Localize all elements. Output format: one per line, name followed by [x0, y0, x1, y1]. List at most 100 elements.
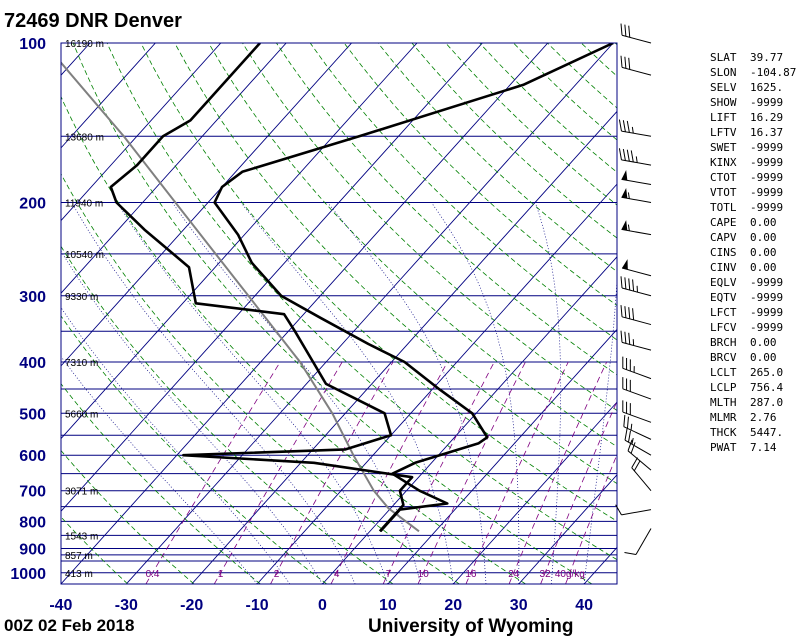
mixing-ratio-label: 0.4	[146, 569, 160, 580]
pressure-tick-label: 700	[19, 484, 46, 501]
index-key: BRCH	[710, 336, 737, 349]
index-row-lfcv: LFCV -9999	[710, 320, 796, 335]
height-label: 16190 m	[65, 39, 104, 50]
index-key: MLMR	[710, 411, 737, 424]
index-value: 5447.	[750, 426, 784, 439]
index-row-pwat: PWAT 7.14	[710, 440, 796, 455]
height-label: 857 m	[65, 551, 93, 562]
index-row-slat: SLAT 39.77	[710, 50, 796, 65]
dry-adiabat-line	[140, 43, 617, 522]
pressure-tick-label: 1000	[10, 566, 46, 583]
pressure-tick-label: 400	[19, 355, 46, 372]
temperature-trace	[213, 43, 614, 533]
index-row-slon: SLON -104.87	[710, 65, 796, 80]
dry-adiabat-line	[106, 43, 617, 561]
index-row-swet: SWET -9999	[710, 140, 796, 155]
wind-barb	[620, 330, 652, 351]
index-key: BRCV	[710, 351, 737, 364]
pressure-tick-label: 100	[19, 36, 46, 53]
isotherm-line	[61, 43, 483, 512]
dry-adiabat-line	[72, 43, 593, 584]
isotherm-line	[256, 183, 617, 584]
dry-adiabat-line	[61, 449, 195, 584]
wind-barb	[624, 428, 652, 456]
index-row-totl: TOTL -9999	[710, 200, 796, 215]
index-key: CAPV	[710, 231, 737, 244]
index-value: 0.00	[750, 261, 777, 274]
index-key: CTOT	[710, 171, 737, 184]
index-key: LFCV	[710, 321, 737, 334]
wind-barb	[622, 377, 652, 400]
index-key: LCLP	[710, 381, 737, 394]
observation-time: 00Z 02 Feb 2018	[4, 616, 135, 635]
moist-adiabat-line	[431, 202, 520, 584]
index-row-lclp: LCLP 756.4	[710, 380, 796, 395]
mixing-ratio-label: 1	[218, 569, 224, 580]
index-row-brch: BRCH 0.00	[710, 335, 796, 350]
index-row-cinv: CINV 0.00	[710, 260, 796, 275]
wind-barb	[618, 119, 652, 137]
index-key: THCK	[710, 426, 737, 439]
pressure-tick-label: 300	[19, 289, 46, 306]
mixing-ratio-line	[565, 453, 617, 584]
mixing-ratio-label: 40g/kg	[555, 569, 585, 580]
index-value: 7.14	[750, 441, 777, 454]
pressure-tick-label: 900	[19, 542, 46, 559]
mixing-ratio-line	[508, 361, 608, 584]
index-row-mlth: MLTH 287.0	[710, 395, 796, 410]
index-value: 0.00	[750, 336, 777, 349]
index-key: EQLV	[710, 276, 737, 289]
index-key: VTOT	[710, 186, 737, 199]
index-row-eqlv: EQLV -9999	[710, 275, 796, 290]
wind-barb	[621, 170, 652, 186]
index-row-cape: CAPE 0.00	[710, 215, 796, 230]
height-label: 3071 m	[65, 487, 98, 498]
height-label: 11940 m	[65, 198, 103, 209]
index-key: CAPE	[710, 216, 737, 229]
index-row-eqtv: EQTV -9999	[710, 290, 796, 305]
pressure-tick-label: 500	[19, 406, 46, 423]
dry-adiabat-line	[343, 43, 617, 306]
height-label: 10540 m	[65, 250, 104, 261]
pressure-tick-label: 600	[19, 448, 46, 465]
index-row-vtot: VTOT -9999	[710, 185, 796, 200]
isotherm-line	[191, 110, 617, 584]
mixing-ratio-line	[145, 361, 281, 584]
isotherm-line	[61, 43, 222, 222]
index-value: 0.00	[750, 216, 777, 229]
index-value: 265.0	[750, 366, 784, 379]
isotherm-line	[322, 256, 617, 584]
index-value: 16.37	[750, 126, 784, 139]
wind-barb	[622, 356, 652, 380]
isotherm-line	[387, 328, 617, 584]
index-value: -9999	[750, 171, 784, 184]
mixing-ratio-label: 7	[386, 569, 392, 580]
temperature-tick-label: 20	[444, 597, 462, 614]
index-value: 39.77	[750, 51, 784, 64]
height-label: 413 m	[65, 569, 93, 580]
dry-adiabat-line	[242, 43, 617, 411]
index-key: KINX	[710, 156, 737, 169]
index-key: SELV	[710, 81, 737, 94]
index-value: -9999	[750, 156, 784, 169]
wind-barb	[621, 220, 652, 236]
index-value: 16.29	[750, 111, 784, 124]
mixing-ratio-label: 16	[465, 569, 477, 580]
index-key: TOTL	[710, 201, 737, 214]
wind-barb	[627, 439, 652, 471]
index-key: LFCT	[710, 306, 737, 319]
dewpoint-trace	[109, 43, 414, 533]
wind-barb	[623, 414, 652, 440]
mixing-ratio-line	[465, 361, 569, 584]
moist-adiabat-line	[616, 580, 617, 584]
temperature-tick-label: -30	[115, 597, 138, 614]
isotherm-line	[61, 43, 418, 440]
index-row-lftv: LFTV 16.37	[710, 125, 796, 140]
index-value: 2.76	[750, 411, 777, 424]
index-key: PWAT	[710, 441, 737, 454]
index-key: SWET	[710, 141, 737, 154]
index-key: SLAT	[710, 51, 737, 64]
dry-adiabat-line	[208, 43, 617, 448]
mixing-ratio-line	[270, 361, 394, 584]
